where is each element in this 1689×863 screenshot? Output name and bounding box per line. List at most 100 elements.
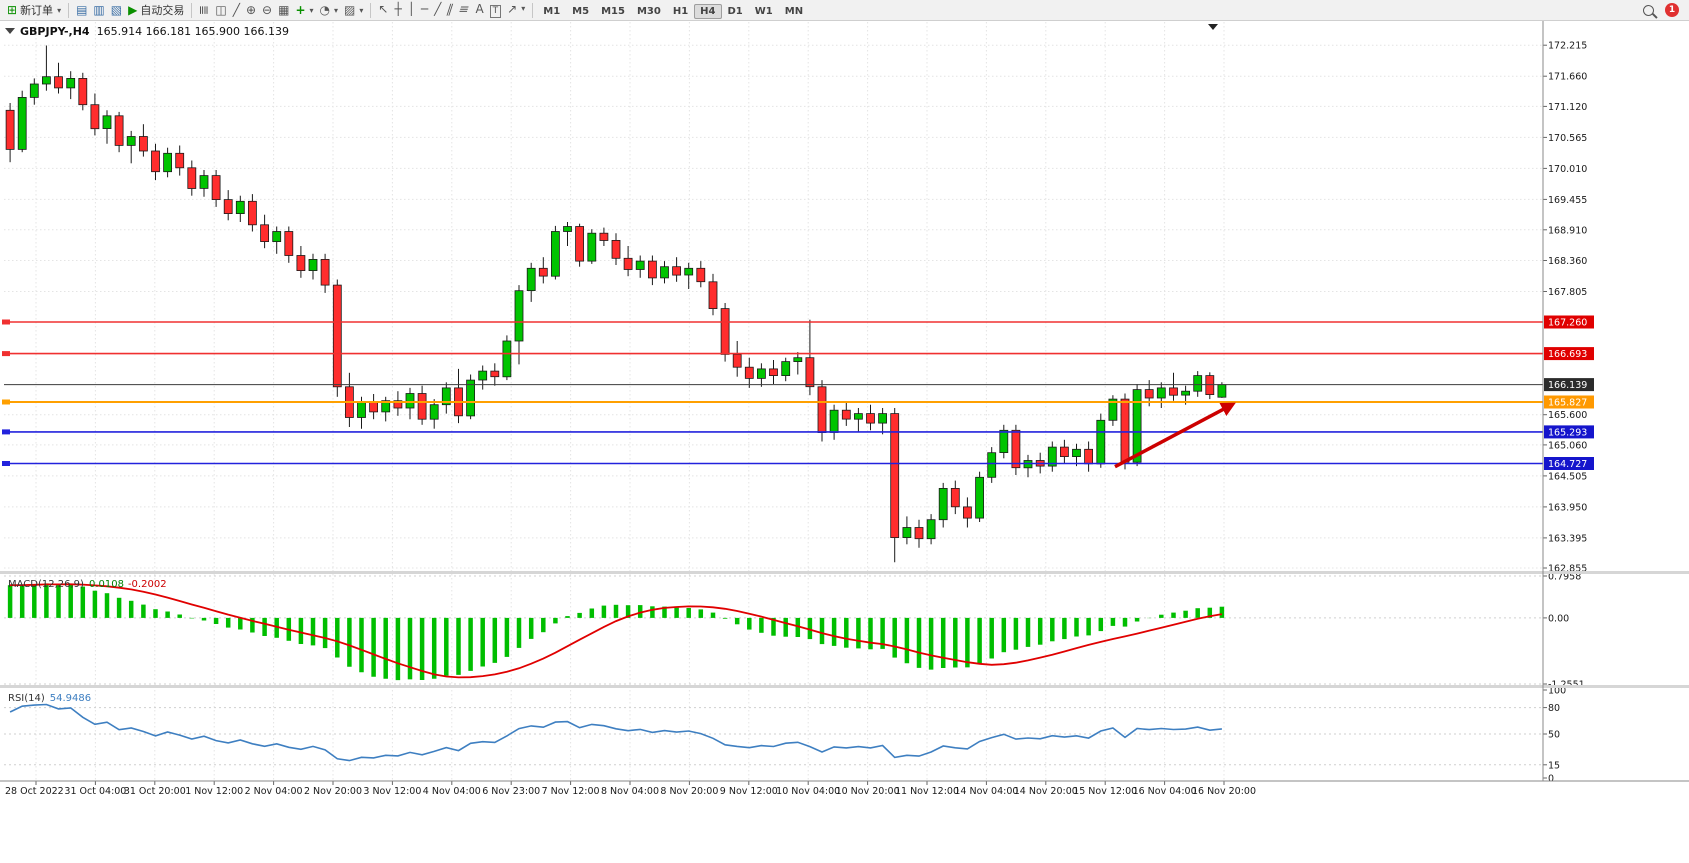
- time-axis-label: 28 Oct 2022: [5, 786, 64, 797]
- candle: [914, 527, 924, 540]
- bar-chart-button[interactable]: ≣: [196, 1, 212, 19]
- horizontal-line-button[interactable]: ─: [418, 0, 431, 18]
- line-handle[interactable]: [2, 461, 10, 466]
- panel-separator[interactable]: [0, 685, 1689, 688]
- text-label-button[interactable]: T: [487, 2, 505, 20]
- time-axis-label: 8 Nov 04:00: [601, 786, 659, 797]
- line-handle[interactable]: [2, 319, 10, 325]
- candle: [938, 487, 948, 521]
- line-handle[interactable]: [2, 399, 10, 405]
- candle: [1084, 448, 1093, 465]
- timeframe-m15-button[interactable]: M15: [601, 5, 625, 17]
- market-watch-button[interactable]: ▤: [73, 1, 90, 19]
- new-order-button[interactable]: ⊞ 新订单 ▾: [4, 1, 64, 19]
- zoom-out-icon: ⊖: [262, 3, 273, 17]
- zoom-in-button[interactable]: ⊕: [243, 1, 259, 19]
- timeframe-mn-button[interactable]: MN: [784, 5, 804, 17]
- zoom-out-button[interactable]: ⊖: [259, 1, 275, 19]
- crosshair-button[interactable]: ┼: [391, 0, 404, 18]
- candle: [1169, 387, 1178, 396]
- price-line-label-text: 165.827: [1548, 398, 1587, 409]
- chart-shift-marker[interactable]: [1208, 24, 1218, 30]
- price-line-label-text: 166.139: [1548, 380, 1587, 391]
- time-axis[interactable]: [0, 781, 1689, 801]
- timeframe-h4-button[interactable]: H4: [694, 3, 722, 19]
- vertical-line-icon: │: [407, 1, 415, 16]
- candle: [381, 400, 391, 413]
- time-axis-label: 10 Nov 20:00: [836, 786, 900, 797]
- arrow-tool-button[interactable]: ↗ ▾: [504, 0, 528, 18]
- timeframe-m5-button[interactable]: M5: [572, 5, 590, 17]
- toolbar-separator: [191, 2, 193, 18]
- cursor-button[interactable]: ↖: [375, 0, 391, 18]
- time-axis-label: 16 Nov 20:00: [1192, 786, 1256, 797]
- time-axis-label: 16 Nov 04:00: [1133, 786, 1197, 797]
- data-window-button[interactable]: ▥: [90, 1, 107, 19]
- candle: [817, 386, 827, 433]
- autotrading-icon: ▶: [128, 3, 138, 17]
- candle: [163, 152, 173, 173]
- cursor-icon: ↖: [378, 1, 389, 16]
- tile-windows-button[interactable]: ▦: [275, 1, 292, 19]
- macd-signal-line: [10, 583, 1223, 679]
- candle: [696, 267, 706, 283]
- candlestick-chart-icon: ◫: [215, 3, 227, 17]
- navigator-button[interactable]: ▧: [108, 1, 125, 19]
- candle: [42, 76, 51, 85]
- tile-windows-icon: ▦: [278, 3, 290, 17]
- timeframe-m1-button[interactable]: M1: [543, 5, 561, 17]
- vertical-line-button[interactable]: │: [405, 0, 418, 18]
- autotrading-label: 自动交易: [140, 4, 185, 17]
- trend-arrow-annotation[interactable]: [1114, 402, 1236, 469]
- price-tick-label: 171.660: [1548, 72, 1587, 83]
- candle: [417, 393, 427, 420]
- timeframe-m30-button[interactable]: M30: [636, 5, 661, 17]
- templates-button[interactable]: ▨ ▾: [341, 1, 366, 19]
- line-handle[interactable]: [2, 351, 10, 357]
- candlestick-chart-button[interactable]: ◫: [212, 1, 229, 19]
- fibonacci-button[interactable]: ≡: [456, 0, 472, 18]
- timeframe-d1-button[interactable]: D1: [727, 5, 743, 17]
- autotrading-button[interactable]: ▶ 自动交易: [125, 1, 187, 19]
- candle: [1060, 446, 1069, 458]
- candle: [890, 413, 900, 539]
- price-line-label: [1544, 315, 1594, 329]
- search-button[interactable]: [1640, 1, 1657, 19]
- candle: [235, 200, 245, 215]
- price-axis[interactable]: [1543, 21, 1689, 781]
- periods-icon: ◔: [319, 3, 331, 17]
- line-handle[interactable]: [2, 429, 10, 435]
- time-axis-label: 15 Nov 12:00: [1073, 786, 1137, 797]
- templates-icon: ▨: [344, 3, 356, 17]
- panel-separator[interactable]: [0, 571, 1689, 574]
- notification-badge[interactable]: 1: [1665, 3, 1679, 17]
- text-button[interactable]: A: [472, 0, 486, 18]
- time-axis-label: 8 Nov 20:00: [660, 786, 718, 797]
- candle: [78, 78, 88, 106]
- chart-canvas[interactable]: 28 Oct 202231 Oct 04:0031 Oct 20:001 Nov…: [0, 21, 1689, 863]
- candle: [478, 370, 488, 381]
- equidistant-channel-button[interactable]: ∥: [444, 0, 456, 18]
- timeframe-w1-button[interactable]: W1: [754, 5, 773, 17]
- indicators-button[interactable]: + ▾: [292, 1, 316, 19]
- candle: [950, 487, 960, 508]
- candle: [260, 224, 270, 243]
- one-click-trading-toggle[interactable]: [5, 28, 15, 34]
- chart-title: GBPJPY-,H4 165.914 166.181 165.900 166.13…: [20, 25, 289, 38]
- candle: [320, 258, 330, 286]
- line-chart-button[interactable]: ╱: [230, 1, 243, 19]
- timeframe-h1-button[interactable]: H1: [672, 5, 689, 17]
- candle: [611, 239, 621, 259]
- candle: [1108, 398, 1118, 421]
- price-line-label: [1544, 347, 1594, 361]
- candle: [538, 267, 548, 277]
- timeframe-toolbar: M1 M5 M15 M30 H1 H4 D1 W1 MN: [537, 3, 809, 19]
- periods-button[interactable]: ◔ ▾: [317, 1, 342, 19]
- trendline-button[interactable]: ╱: [431, 0, 444, 18]
- candle: [684, 267, 694, 276]
- candle: [866, 413, 875, 424]
- rsi-indicator-label: RSI(14) 54.9486: [8, 693, 91, 704]
- rsi-axis-label: 80: [1548, 703, 1560, 714]
- text-icon: A: [475, 1, 484, 16]
- candle: [757, 368, 766, 379]
